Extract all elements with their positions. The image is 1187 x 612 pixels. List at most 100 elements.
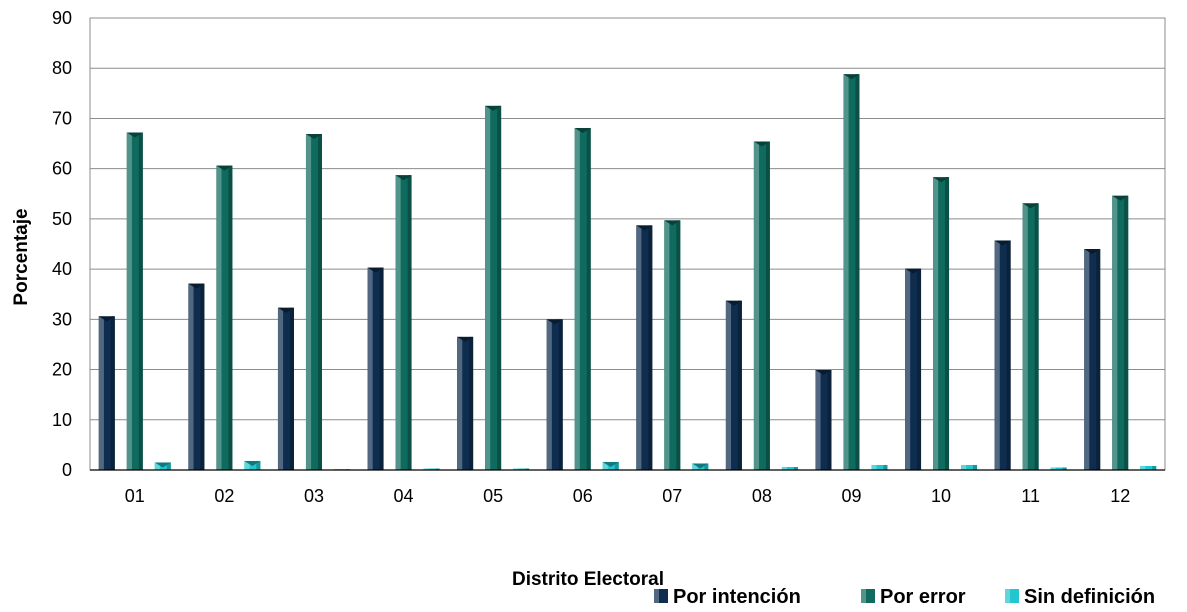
bar-body [1140, 465, 1157, 470]
bar-shadow [166, 462, 171, 470]
bar [636, 225, 653, 470]
bar [1050, 467, 1067, 470]
bar-bevel [753, 141, 770, 147]
y-tick-label: 30 [52, 309, 72, 329]
bar-bevel [1022, 203, 1039, 209]
bar [843, 74, 860, 470]
x-tick-label: 09 [841, 486, 861, 506]
bar-highlight [277, 307, 284, 470]
x-tick-label: 12 [1110, 486, 1130, 506]
bar-shadow [110, 316, 115, 470]
bar-shadow [586, 127, 591, 470]
bar [1084, 249, 1101, 470]
bar [692, 463, 709, 470]
bar-highlight [188, 283, 194, 470]
bar-bevel [305, 134, 322, 140]
bar-highlight [725, 300, 731, 470]
bar-bevel [457, 336, 474, 342]
bar-highlight [905, 268, 911, 470]
bar-shadow [704, 463, 709, 470]
bar-shadow [855, 74, 860, 470]
bar-shadow [1034, 203, 1039, 470]
bar-shadow [317, 134, 322, 470]
bar-highlight [546, 319, 552, 470]
x-axis-title: Distrito Electoral [512, 569, 664, 590]
bar-shadow [525, 468, 530, 470]
bar-highlight [1084, 249, 1090, 470]
bar-highlight [367, 267, 373, 470]
bar-bevel [367, 267, 384, 273]
y-tick-label: 40 [52, 259, 72, 279]
bar [574, 127, 591, 470]
bar-bevel [725, 300, 742, 306]
bar [725, 300, 742, 470]
bar [994, 240, 1011, 470]
bar-shadow [917, 268, 922, 470]
bar [395, 175, 412, 470]
bar [1022, 203, 1039, 470]
x-tick-label: 05 [483, 486, 503, 506]
bar [277, 307, 294, 470]
y-axis-ticks: 0 10 20 30 40 50 60 70 80 90 [52, 8, 72, 480]
bar-shadow [973, 464, 978, 470]
bar-highlight [753, 141, 759, 470]
bar [753, 141, 770, 470]
bar-highlight [664, 220, 670, 470]
x-tick-label: 10 [931, 486, 951, 506]
bar-highlight [871, 464, 877, 470]
bar-highlight [423, 468, 429, 470]
bar [188, 283, 205, 470]
bar-bevel [395, 175, 412, 181]
bar [305, 134, 322, 470]
bar [1112, 195, 1129, 470]
y-tick-label: 0 [62, 460, 72, 480]
x-tick-label: 03 [304, 486, 324, 506]
bar [513, 468, 530, 470]
bar-bevel [815, 370, 832, 376]
bar-shadow [827, 370, 832, 470]
bar [244, 460, 261, 470]
bar-bevel [933, 177, 950, 183]
bar-bevel [216, 165, 233, 171]
bar-bevel [905, 268, 922, 274]
bar [98, 316, 115, 470]
bar-highlight [1140, 465, 1146, 470]
legend: Por intención Por error Sin definición [654, 586, 1155, 608]
legend-swatch-highlight [654, 589, 659, 603]
bar [664, 220, 681, 470]
gridlines [90, 17, 1165, 421]
bar [905, 268, 922, 470]
bar-bevel [843, 74, 860, 80]
bar-shadow [435, 468, 440, 470]
y-tick-label: 20 [52, 360, 72, 380]
bar-highlight [692, 463, 698, 470]
bar [485, 105, 502, 470]
y-tick-label: 90 [52, 8, 72, 28]
bar-highlight [154, 462, 160, 470]
bar-shadow [228, 165, 233, 471]
bar [933, 177, 950, 470]
bar-bevel [692, 463, 709, 469]
x-axis-ticks: 01 02 03 04 05 06 07 08 09 10 11 12 [125, 486, 1130, 506]
bar-highlight [513, 468, 519, 470]
bar-shadow [558, 319, 563, 470]
bar-shadow [945, 177, 950, 470]
bar-shadow [765, 141, 770, 470]
bar-highlight [305, 134, 312, 470]
bar-shadow [737, 300, 742, 470]
bar-shadow [138, 132, 143, 471]
bar-highlight [1050, 467, 1056, 470]
bar [126, 132, 143, 471]
bar-shadow [1152, 465, 1157, 470]
bar-highlight [574, 127, 580, 470]
bar-body [961, 464, 978, 470]
bar-shadow [379, 267, 384, 470]
x-tick-label: 11 [1021, 486, 1040, 506]
bar [457, 336, 474, 470]
bar-highlight [1022, 203, 1028, 470]
bar-bevel [1112, 195, 1129, 201]
legend-item: Por error [861, 586, 966, 608]
bar-body [423, 468, 440, 470]
x-tick-label: 02 [214, 486, 234, 506]
legend-swatch-highlight [861, 589, 866, 603]
